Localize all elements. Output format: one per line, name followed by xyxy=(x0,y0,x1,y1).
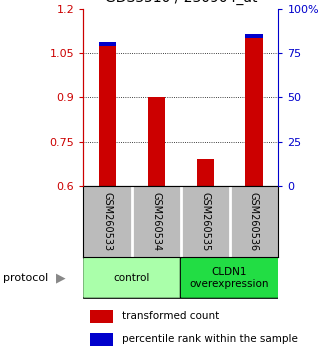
Bar xyxy=(245,38,262,186)
Bar xyxy=(90,310,113,323)
Text: GSM260534: GSM260534 xyxy=(151,192,161,251)
Text: protocol: protocol xyxy=(3,273,48,283)
Text: transformed count: transformed count xyxy=(122,312,219,321)
Text: GSM260533: GSM260533 xyxy=(103,192,113,251)
Title: GDS3510 / 230904_at: GDS3510 / 230904_at xyxy=(105,0,257,5)
FancyBboxPatch shape xyxy=(83,257,181,298)
Bar xyxy=(99,42,116,46)
Text: GSM260536: GSM260536 xyxy=(249,192,259,251)
Bar xyxy=(99,46,116,186)
Bar xyxy=(148,97,165,186)
Text: GSM260535: GSM260535 xyxy=(200,192,210,251)
Text: ▶: ▶ xyxy=(56,272,66,284)
FancyBboxPatch shape xyxy=(180,257,279,298)
Bar xyxy=(90,333,113,346)
Bar xyxy=(197,159,214,186)
Text: control: control xyxy=(114,273,150,283)
Bar xyxy=(245,34,262,38)
Text: percentile rank within the sample: percentile rank within the sample xyxy=(122,335,298,344)
Text: CLDN1
overexpression: CLDN1 overexpression xyxy=(190,267,269,289)
